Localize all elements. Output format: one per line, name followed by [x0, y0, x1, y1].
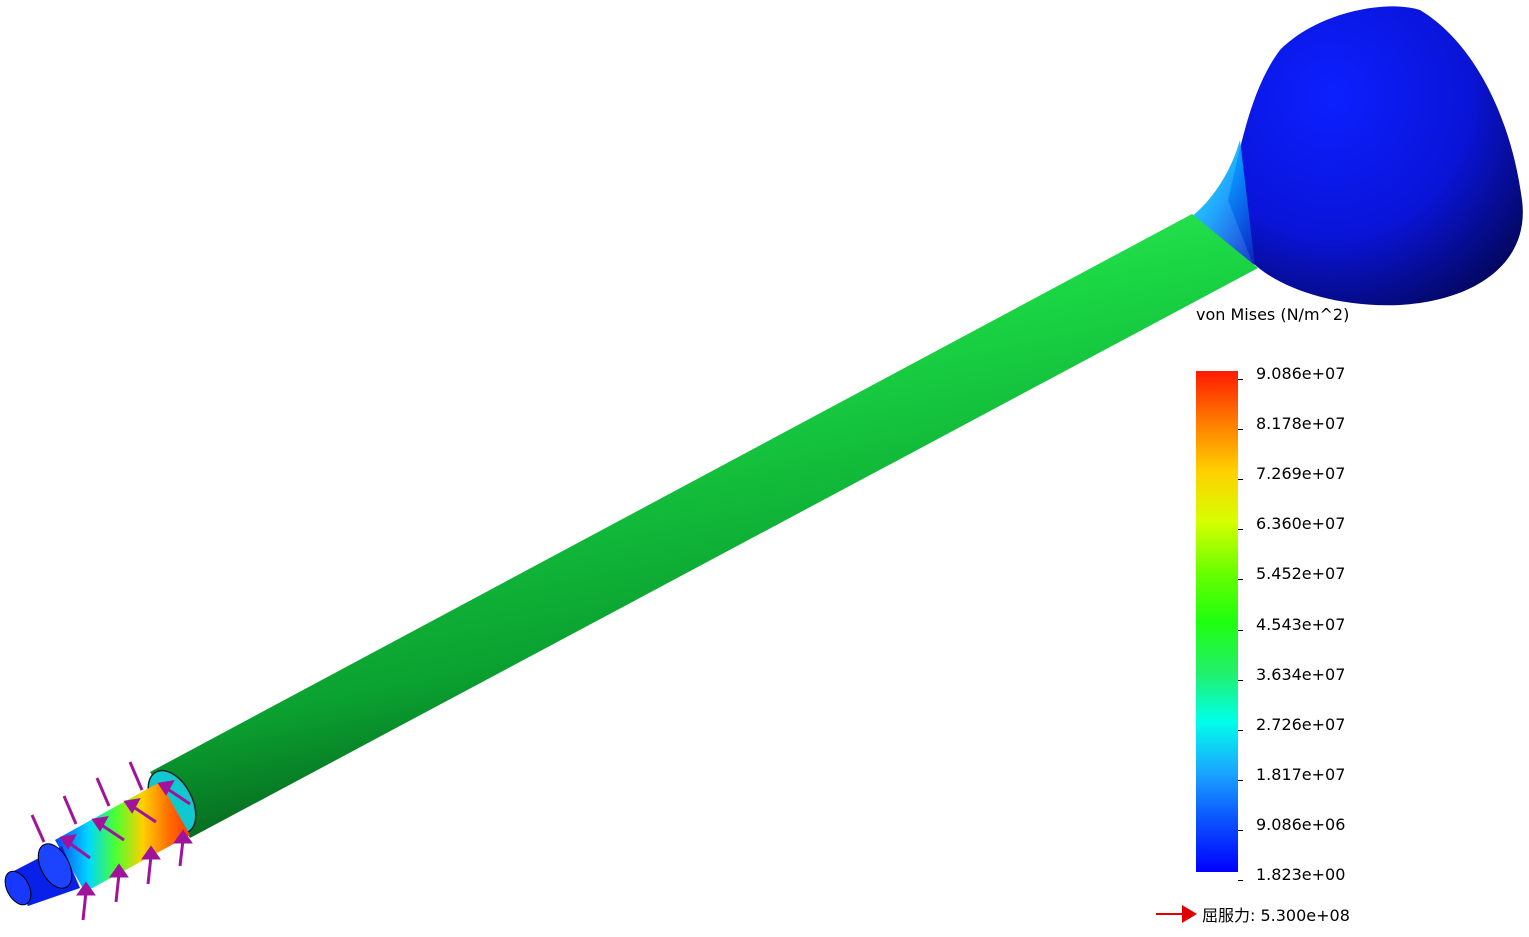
valve-neck[interactable] — [1185, 140, 1255, 265]
colorbar-tick-mark — [1238, 429, 1243, 431]
colorbar-tick-mark — [1238, 829, 1243, 831]
stem-end-section[interactable] — [55, 782, 190, 892]
colorbar-tick-label: 1.823e+00 — [1256, 865, 1346, 884]
colorbar-tick-label: 4.543e+07 — [1256, 614, 1346, 634]
colorbar-tick-label: 1.817e+07 — [1256, 764, 1346, 784]
colorbar-tick-mark — [1238, 529, 1243, 531]
colorbar-tick-mark — [1238, 479, 1243, 481]
colorbar-tick-label: 9.086e+07 — [1256, 364, 1346, 383]
colorbar-tick-label: 6.360e+07 — [1256, 514, 1346, 534]
tip-collar — [37, 843, 73, 889]
colorbar-tick-label: 5.452e+07 — [1256, 564, 1346, 584]
colorbar-tick-label: 7.269e+07 — [1256, 464, 1346, 484]
colorbar-tick-mark — [1238, 729, 1243, 731]
colorbar-tick-mark — [1238, 880, 1243, 881]
legend-title: von Mises (N/m^2) — [1196, 305, 1350, 324]
force-arrow-icon — [30, 761, 193, 921]
colorbar — [1196, 371, 1238, 872]
valve-head[interactable] — [1228, 6, 1523, 306]
yield-strength-label: 屈服力: 5.300e+08 — [1202, 906, 1350, 925]
colorbar-tick-mark — [1238, 629, 1243, 631]
tip-face — [4, 870, 32, 906]
colorbar-tick-label: 8.178e+07 — [1256, 414, 1346, 434]
yield-strength-row: 屈服力: 5.300e+08 — [1200, 903, 1350, 925]
colorbar-tick-label: 2.726e+07 — [1256, 714, 1346, 734]
colorbar-tick-mark — [1238, 379, 1243, 380]
colorbar-tick-label: 3.634e+07 — [1256, 664, 1346, 684]
valve-stem[interactable] — [150, 214, 1258, 838]
colorbar-tick-mark — [1238, 779, 1243, 781]
colorbar-tick-mark — [1238, 579, 1243, 581]
colorbar-tick-mark — [1238, 679, 1243, 681]
red-arrow-icon — [1156, 905, 1197, 923]
colorbar-tick-label: 9.086e+06 — [1256, 814, 1346, 834]
